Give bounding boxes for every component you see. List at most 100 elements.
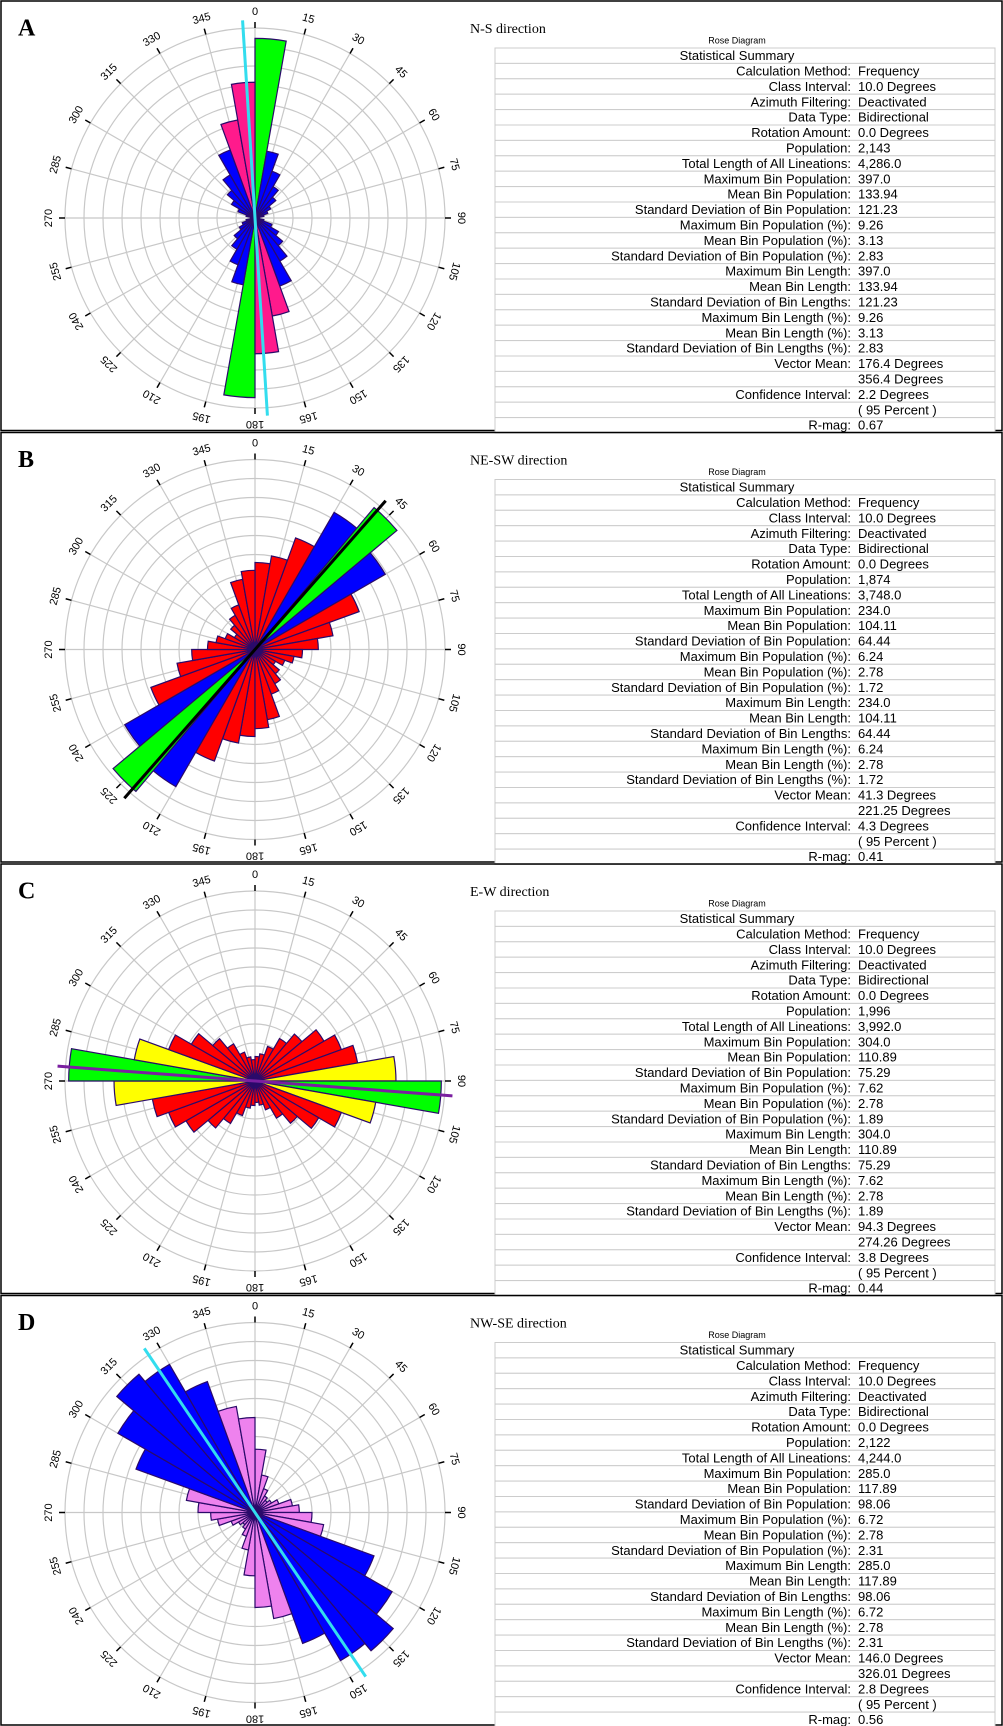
summary-value: 110.89 [858, 1142, 897, 1157]
grid-spoke [254, 217, 420, 314]
summary-value: Frequency [858, 495, 920, 510]
summary-value: 4,244.0 [858, 1450, 901, 1465]
summary-value: 356.4 Degrees [858, 372, 944, 387]
tick-mark [388, 1646, 395, 1652]
summary-label: Maximum Bin Population: [704, 1466, 851, 1481]
petal [176, 648, 256, 678]
angle-tick-label: 345 [191, 1305, 212, 1321]
summary-value: 221.25 Degrees [858, 803, 951, 818]
tick-mark [65, 1461, 72, 1465]
chart-title: NW-SE direction [470, 1317, 567, 1332]
angle-tick-label: 15 [301, 443, 316, 458]
summary-value: 6.72 [858, 1512, 883, 1527]
summary-title: Statistical Summary [680, 48, 795, 63]
summary-label: Mean Bin Population (%): [704, 1096, 851, 1111]
angle-tick-label: 210 [141, 387, 163, 407]
summary-value: 1.72 [858, 680, 883, 695]
summary-label: Maximum Bin Length: [725, 1127, 851, 1142]
summary-label: R-mag: [808, 849, 851, 864]
petal [184, 1380, 256, 1513]
tick-mark [349, 1342, 354, 1349]
summary-value: 397.0 [858, 264, 891, 279]
tick-mark [419, 1413, 426, 1419]
summary-value: 3.13 [858, 233, 883, 248]
tick-mark [419, 743, 426, 749]
summary-label: Maximum Bin Length (%): [701, 310, 851, 325]
tick-mark [349, 1676, 354, 1683]
angle-tick-label: 180 [246, 418, 264, 430]
angle-tick-label: 270 [43, 1503, 55, 1521]
summary-value: Bidirectional [858, 541, 929, 556]
summary-label: Confidence Interval: [735, 1250, 851, 1265]
angle-tick-label: 90 [455, 212, 467, 224]
summary-value: 9.26 [858, 218, 883, 233]
summary-label: Calculation Method: [736, 927, 851, 942]
angle-tick-label: 180 [246, 1281, 264, 1293]
tick-mark [349, 813, 354, 820]
grid-spoke [254, 122, 420, 219]
summary-label: Total Length of All Lineations: [682, 156, 851, 171]
panel-label: A [18, 16, 36, 42]
summary-label: Standard Deviation of Bin Population (%)… [611, 680, 851, 695]
tick-mark [65, 166, 72, 170]
angle-tick-label: 240 [67, 742, 87, 764]
petal [226, 1043, 256, 1082]
summary-value: Frequency [858, 927, 920, 942]
tick-mark [388, 351, 395, 358]
grid-spoke [254, 83, 390, 219]
angle-tick-label: 345 [191, 874, 212, 890]
grid-spoke [254, 217, 439, 268]
summary-label: Total Length of All Lineations: [682, 1450, 851, 1465]
tick-mark [156, 382, 161, 389]
summary-label: Data Type: [788, 973, 851, 988]
petal [254, 1080, 284, 1119]
angle-tick-label: 105 [446, 1555, 462, 1576]
summary-value: Deactivated [858, 957, 927, 972]
angle-tick-label: 75 [447, 1020, 462, 1035]
tick-mark [203, 401, 207, 408]
angle-tick-label: 60 [425, 1401, 442, 1418]
summary-label: R-mag: [808, 1281, 851, 1296]
summary-value: 285.0 [858, 1558, 891, 1573]
summary-label: Population: [786, 572, 851, 587]
angle-tick-label: 45 [392, 495, 409, 512]
summary-label: Vector Mean: [774, 1219, 851, 1234]
summary-value: 3.13 [858, 325, 883, 340]
angle-tick-label: 165 [298, 1272, 319, 1288]
summary-value: 2.83 [858, 341, 883, 356]
angle-tick-label: 330 [141, 461, 163, 481]
summary-value: 1.89 [858, 1111, 883, 1126]
angle-tick-label: 270 [43, 640, 55, 658]
tick-mark [203, 1695, 207, 1703]
summary-label: Maximum Bin Population (%): [680, 1081, 851, 1096]
chart-title: NE-SW direction [470, 454, 567, 469]
summary-label: Rotation Amount: [751, 1420, 851, 1435]
summary-label: Mean Bin Length (%): [725, 1188, 851, 1203]
angle-tick-label: 75 [447, 589, 462, 604]
angle-tick-label: 120 [424, 310, 444, 332]
tick-mark [84, 743, 91, 749]
petal [190, 1032, 256, 1082]
angle-tick-label: 240 [67, 1605, 87, 1627]
angle-tick-label: 30 [350, 463, 367, 480]
summary-label: Mean Bin Population: [727, 187, 851, 202]
summary-label: Standard Deviation of Bin Population: [635, 634, 851, 649]
summary-label: Maximum Bin Population (%): [680, 218, 851, 233]
tick-mark [303, 1695, 307, 1703]
summary-label: Maximum Bin Length: [725, 264, 851, 279]
tick-mark [349, 382, 354, 389]
angle-tick-label: 75 [447, 1452, 462, 1467]
angle-tick-label: 240 [67, 1173, 87, 1195]
petal [254, 1512, 326, 1645]
angle-tick-label: 15 [301, 12, 316, 27]
summary-label: Population: [786, 1004, 851, 1019]
summary-value: 0.0 Degrees [858, 988, 929, 1003]
summary-label: Mean Bin Length: [749, 711, 851, 726]
summary-label: Population: [786, 141, 851, 156]
summary-label: Mean Bin Length (%): [725, 757, 851, 772]
tick-mark [303, 832, 307, 840]
summary-label: Azimuth Filtering: [751, 94, 851, 109]
petal [254, 1080, 265, 1106]
summary-label: Maximum Bin Population: [704, 171, 851, 186]
